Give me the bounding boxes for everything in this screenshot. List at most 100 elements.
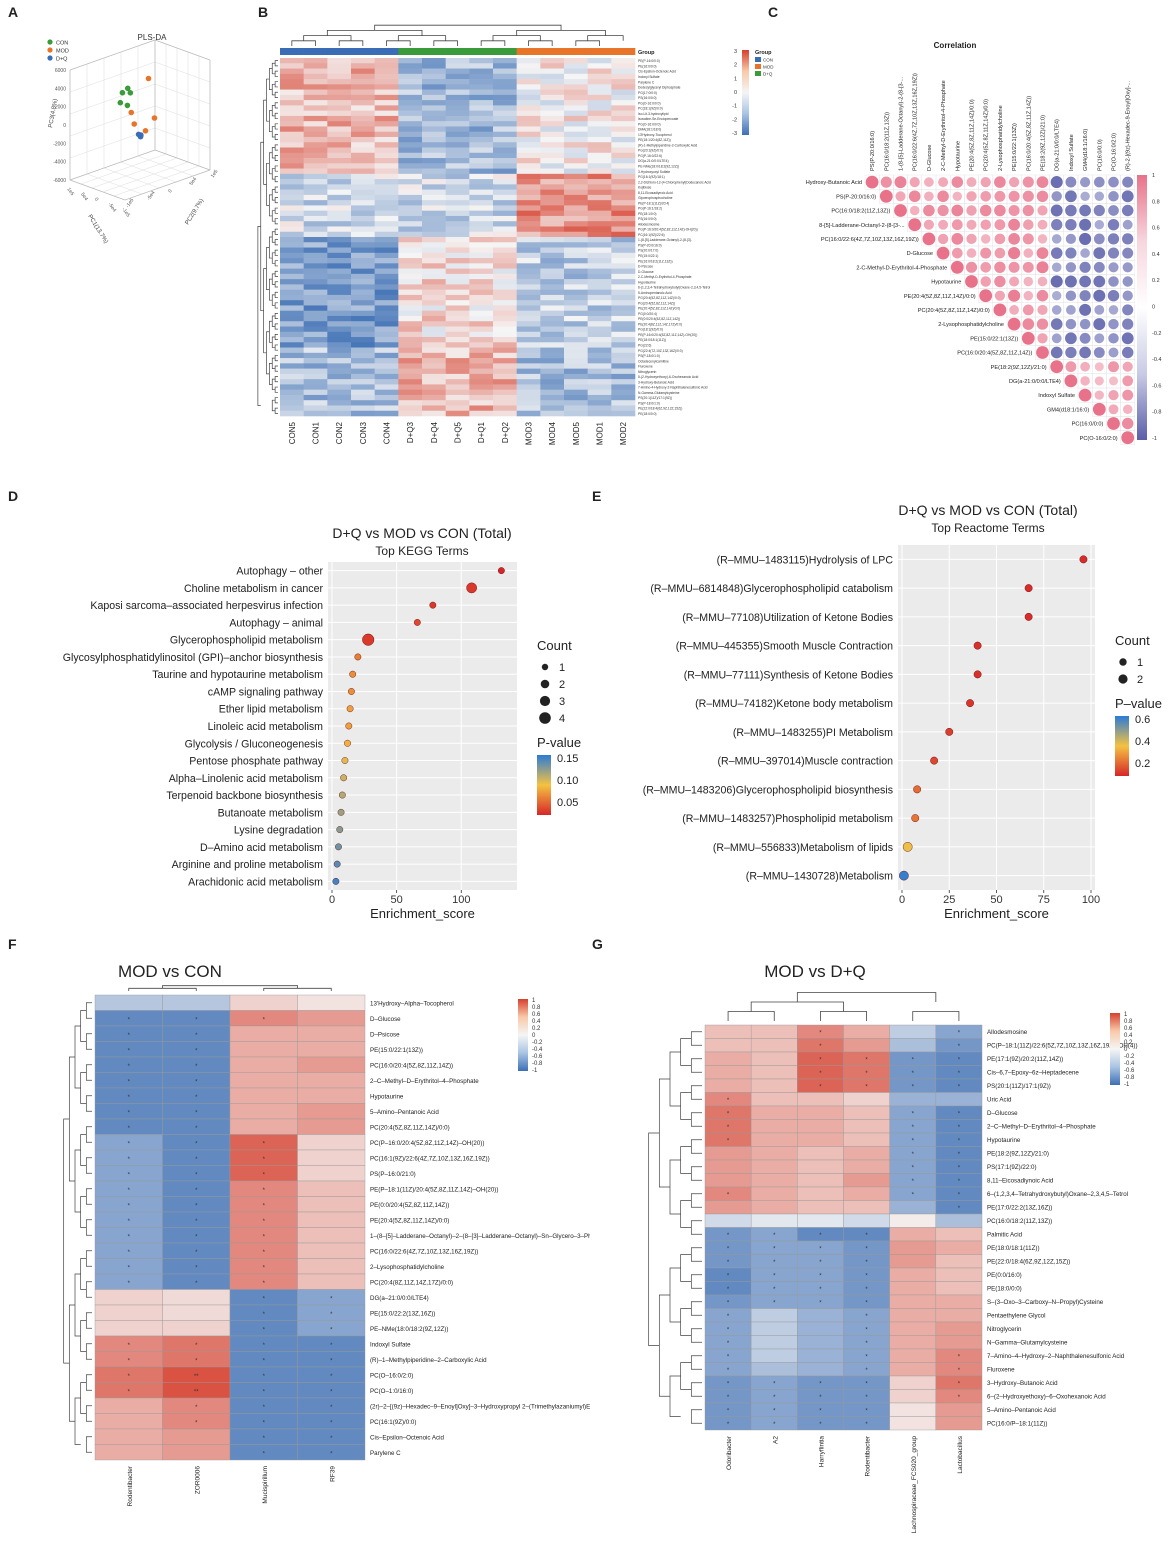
heat-cell — [280, 189, 304, 196]
heat-cell — [493, 284, 517, 290]
heat-cell — [564, 368, 588, 375]
heat-cell — [162, 1428, 231, 1445]
significance-mark: * — [773, 1233, 776, 1239]
row-label: PS(20:1(11Z)/17:1(9Z)) — [638, 396, 672, 400]
heat-cell — [374, 405, 399, 412]
correlation-circle — [1122, 219, 1133, 230]
heat-cell — [935, 1402, 983, 1417]
row-dendrogram-branch — [274, 133, 278, 140]
heat-cell — [303, 205, 328, 211]
heat-cell — [540, 215, 565, 222]
row-dendrogram-branch — [271, 336, 276, 348]
heat-cell — [445, 205, 470, 211]
heat-cell — [469, 384, 494, 390]
grid-line — [154, 127, 211, 149]
color-scale-tick: -0.6 — [532, 1054, 543, 1060]
heat-cell — [564, 389, 588, 396]
significance-mark: * — [330, 1420, 333, 1426]
heat-cell — [564, 352, 588, 359]
heat-cell — [351, 179, 375, 185]
heat-cell — [750, 1173, 798, 1188]
row-dendrogram-branch — [271, 168, 276, 180]
heat-cell — [422, 258, 446, 264]
row-label: Fluroxene — [638, 365, 653, 369]
correlation-circle — [1023, 290, 1034, 301]
heat-cell — [327, 384, 352, 390]
heat-cell — [374, 210, 399, 217]
box-edge — [154, 39, 211, 61]
correlation-circle — [1065, 176, 1077, 188]
heat-cell — [445, 136, 470, 143]
heat-cell — [587, 331, 612, 338]
row-label: PC(16:0/0:0) — [1072, 422, 1104, 428]
heat-cell — [445, 189, 470, 196]
heat-cell — [445, 168, 470, 175]
row-label: GM4(d18:1/16:0) — [1047, 407, 1089, 413]
heat-cell — [587, 115, 612, 122]
box-edge — [154, 149, 211, 171]
heat-cell — [935, 1267, 983, 1282]
heat-cell — [469, 331, 494, 338]
heat-cell — [422, 100, 446, 106]
heat-cell — [564, 331, 588, 338]
heat-cell — [374, 373, 399, 380]
column-label: RF39 — [329, 1466, 336, 1482]
heat-cell — [297, 1273, 366, 1290]
row-label: (R)–1–Methylpiperidine–2–Carboxylic Acid — [370, 1357, 487, 1364]
heat-cell — [611, 58, 636, 64]
correlation-circle — [938, 219, 949, 230]
significance-mark: * — [819, 1395, 822, 1401]
heat-cell — [445, 79, 470, 85]
heat-cell — [469, 147, 494, 154]
heat-cell — [327, 131, 352, 138]
row-label: 3-Hydroxy-Butanoic Acid — [638, 380, 674, 384]
significance-mark: * — [195, 1219, 198, 1225]
heat-cell — [587, 321, 612, 327]
heat-cell — [327, 352, 352, 359]
row-label: PG(16:1(9Z)/18:1) — [638, 175, 665, 179]
heat-cell — [351, 258, 375, 264]
heat-cell — [469, 158, 494, 164]
heat-cell — [94, 1320, 163, 1337]
heat-cell — [469, 68, 494, 75]
heat-cell — [516, 58, 541, 64]
sample-label: D+Q2 — [501, 421, 510, 443]
significance-mark: * — [958, 1152, 961, 1158]
heat-cell — [351, 368, 375, 375]
significance-mark: * — [128, 1234, 131, 1240]
heat-cell — [422, 105, 446, 111]
heat-cell — [422, 184, 446, 190]
heat-cell — [704, 1159, 752, 1174]
heat-cell — [564, 321, 588, 327]
correlation-circle — [1008, 176, 1020, 188]
grid-line — [86, 173, 143, 195]
heat-cell — [398, 200, 423, 206]
heat-cell — [327, 400, 352, 406]
panel-a-plsda-3d: PLS-DACONMODD+Q6000400020000-2000-4000-6… — [47, 33, 220, 245]
column-label: PE(20:4(5Z,8Z,11Z,14Z)/0:0) — [970, 99, 976, 171]
row-label: 8,11-Eicosadiynoic Acid — [638, 191, 673, 195]
heat-cell — [493, 352, 517, 359]
heat-cell — [493, 326, 517, 333]
significance-mark: * — [263, 1420, 266, 1426]
heat-cell — [445, 252, 470, 259]
heat-cell — [398, 184, 423, 190]
row-label: PE(15:0/22:1(13Z)) — [370, 1047, 423, 1054]
heat-cell — [303, 258, 328, 264]
correlation-circle — [1122, 290, 1133, 301]
heat-cell — [374, 158, 399, 164]
correlation-circle — [1065, 190, 1077, 203]
row-label: PG(P-16:1/18:2) — [638, 207, 662, 211]
heat-cell — [297, 1025, 366, 1042]
sample-label: CON5 — [288, 421, 297, 444]
heat-cell — [540, 194, 565, 201]
significance-mark: * — [958, 1138, 961, 1144]
row-label: PC(20:4(8Z,11Z,14Z,17Z)/0:0) — [370, 1280, 453, 1287]
heat-cell — [540, 394, 565, 401]
term-label: Glycerophospholipid metabolism — [170, 635, 323, 647]
heat-cell — [398, 94, 423, 101]
heat-cell — [94, 1413, 163, 1430]
heat-cell — [493, 237, 517, 243]
heat-cell — [327, 115, 352, 122]
enrichment-dot — [347, 688, 355, 695]
